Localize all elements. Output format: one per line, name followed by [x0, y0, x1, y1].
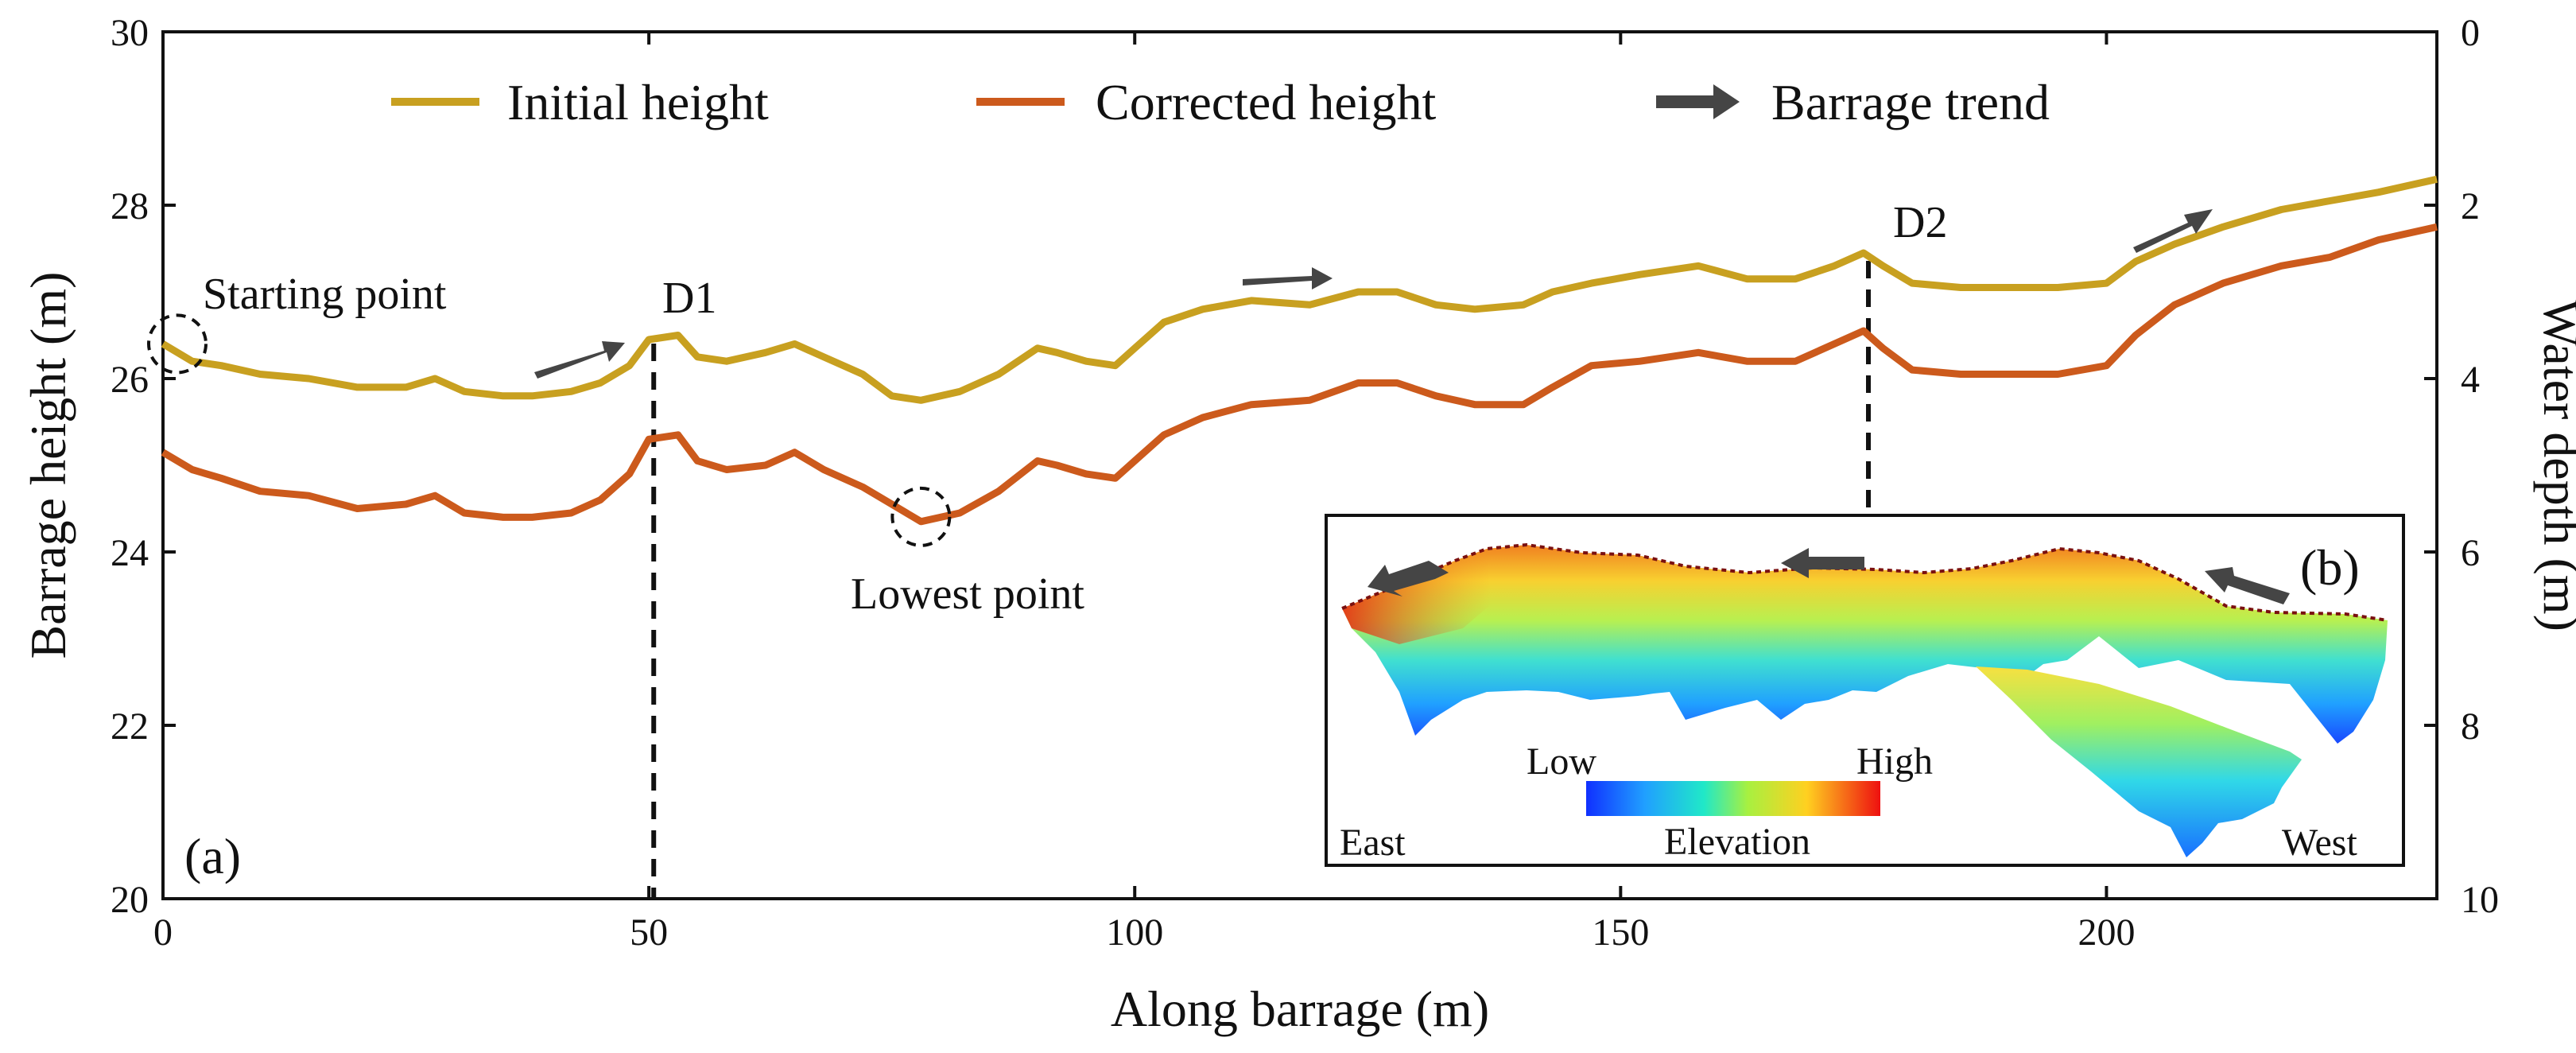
y-axis-ticks: 20 22 24 26 28 30: [111, 12, 176, 921]
lowest-point-circle: [890, 486, 952, 547]
y2-tick-label: 10: [2461, 879, 2499, 921]
y2-tick-label: 8: [2461, 705, 2480, 748]
inset-colorbar: [1586, 781, 1880, 816]
inset-trend-arrow: [1781, 548, 1864, 578]
lowest-point-label: Lowest point: [851, 569, 1084, 619]
series-initial-height-line: [161, 175, 2438, 404]
plot-frame: [161, 30, 2438, 900]
colorbar-title: Elevation: [1664, 821, 1810, 863]
series-corrected-height-line: [161, 223, 2438, 526]
d2-label: D2: [1893, 198, 1947, 247]
inset-east-label: East: [1340, 822, 1406, 864]
inset-east-high-zone: [1342, 549, 1491, 644]
x-axis-ticks: 0 50 100 150 200: [153, 32, 2135, 954]
inset-barrage-surface: [1342, 545, 2388, 744]
legend: Initial height Corrected height Barrage …: [391, 74, 2050, 130]
y-tick-label: 30: [111, 12, 149, 54]
legend-trend-label: Barrage trend: [1771, 74, 2050, 130]
starting-point-circle: [147, 313, 208, 375]
y-tick-label: 28: [111, 185, 149, 227]
x-tick-label: 0: [153, 911, 173, 954]
y-tick-label: 20: [111, 879, 149, 921]
inset-crest-line: [1341, 542, 2388, 622]
y-tick-label: 24: [111, 532, 149, 574]
d1-label: D1: [662, 274, 716, 323]
x-tick-label: 50: [630, 911, 668, 954]
y2-axis-ticks: 0 2 4 6 8 10: [2424, 12, 2499, 921]
x-tick-label: 150: [1592, 911, 1649, 954]
y2-tick-label: 6: [2461, 532, 2480, 574]
y-axis-title: Barrage height (m): [20, 272, 76, 659]
inset-trend-arrow: [1368, 561, 1449, 596]
legend-initial-label: Initial height: [507, 74, 769, 130]
starting-point-label: Starting point: [203, 270, 447, 319]
y2-tick-label: 0: [2461, 12, 2480, 54]
inset-west-label: West: [2282, 822, 2357, 864]
panel-label-a: (a): [184, 828, 241, 884]
x-tick-label: 200: [2077, 911, 2135, 954]
x-tick-label: 100: [1106, 911, 1163, 954]
y-tick-label: 22: [111, 705, 149, 748]
y2-tick-label: 2: [2461, 185, 2480, 227]
barrage-trend-arrow: [1243, 267, 1333, 289]
legend-trend-arrow-icon: [1656, 84, 1740, 119]
legend-corrected-label: Corrected height: [1096, 74, 1437, 130]
inset-panel: Low High Elevation East West (b): [1325, 514, 2405, 867]
y-tick-label: 26: [111, 359, 149, 401]
inset-barrage-branch: [1976, 666, 2302, 857]
barrage-trend-arrow: [2133, 209, 2213, 253]
y2-tick-label: 4: [2461, 359, 2480, 401]
colorbar-high-label: High: [1856, 740, 1933, 783]
inset-trend-arrow: [2205, 567, 2290, 604]
colorbar-low-label: Low: [1527, 740, 1596, 783]
y2-axis-title: Water depth (m): [2533, 299, 2576, 631]
x-axis-title: Along barrage (m): [1111, 981, 1489, 1037]
panel-label-b: (b): [2300, 539, 2360, 596]
barrage-trend-arrow: [534, 341, 625, 379]
